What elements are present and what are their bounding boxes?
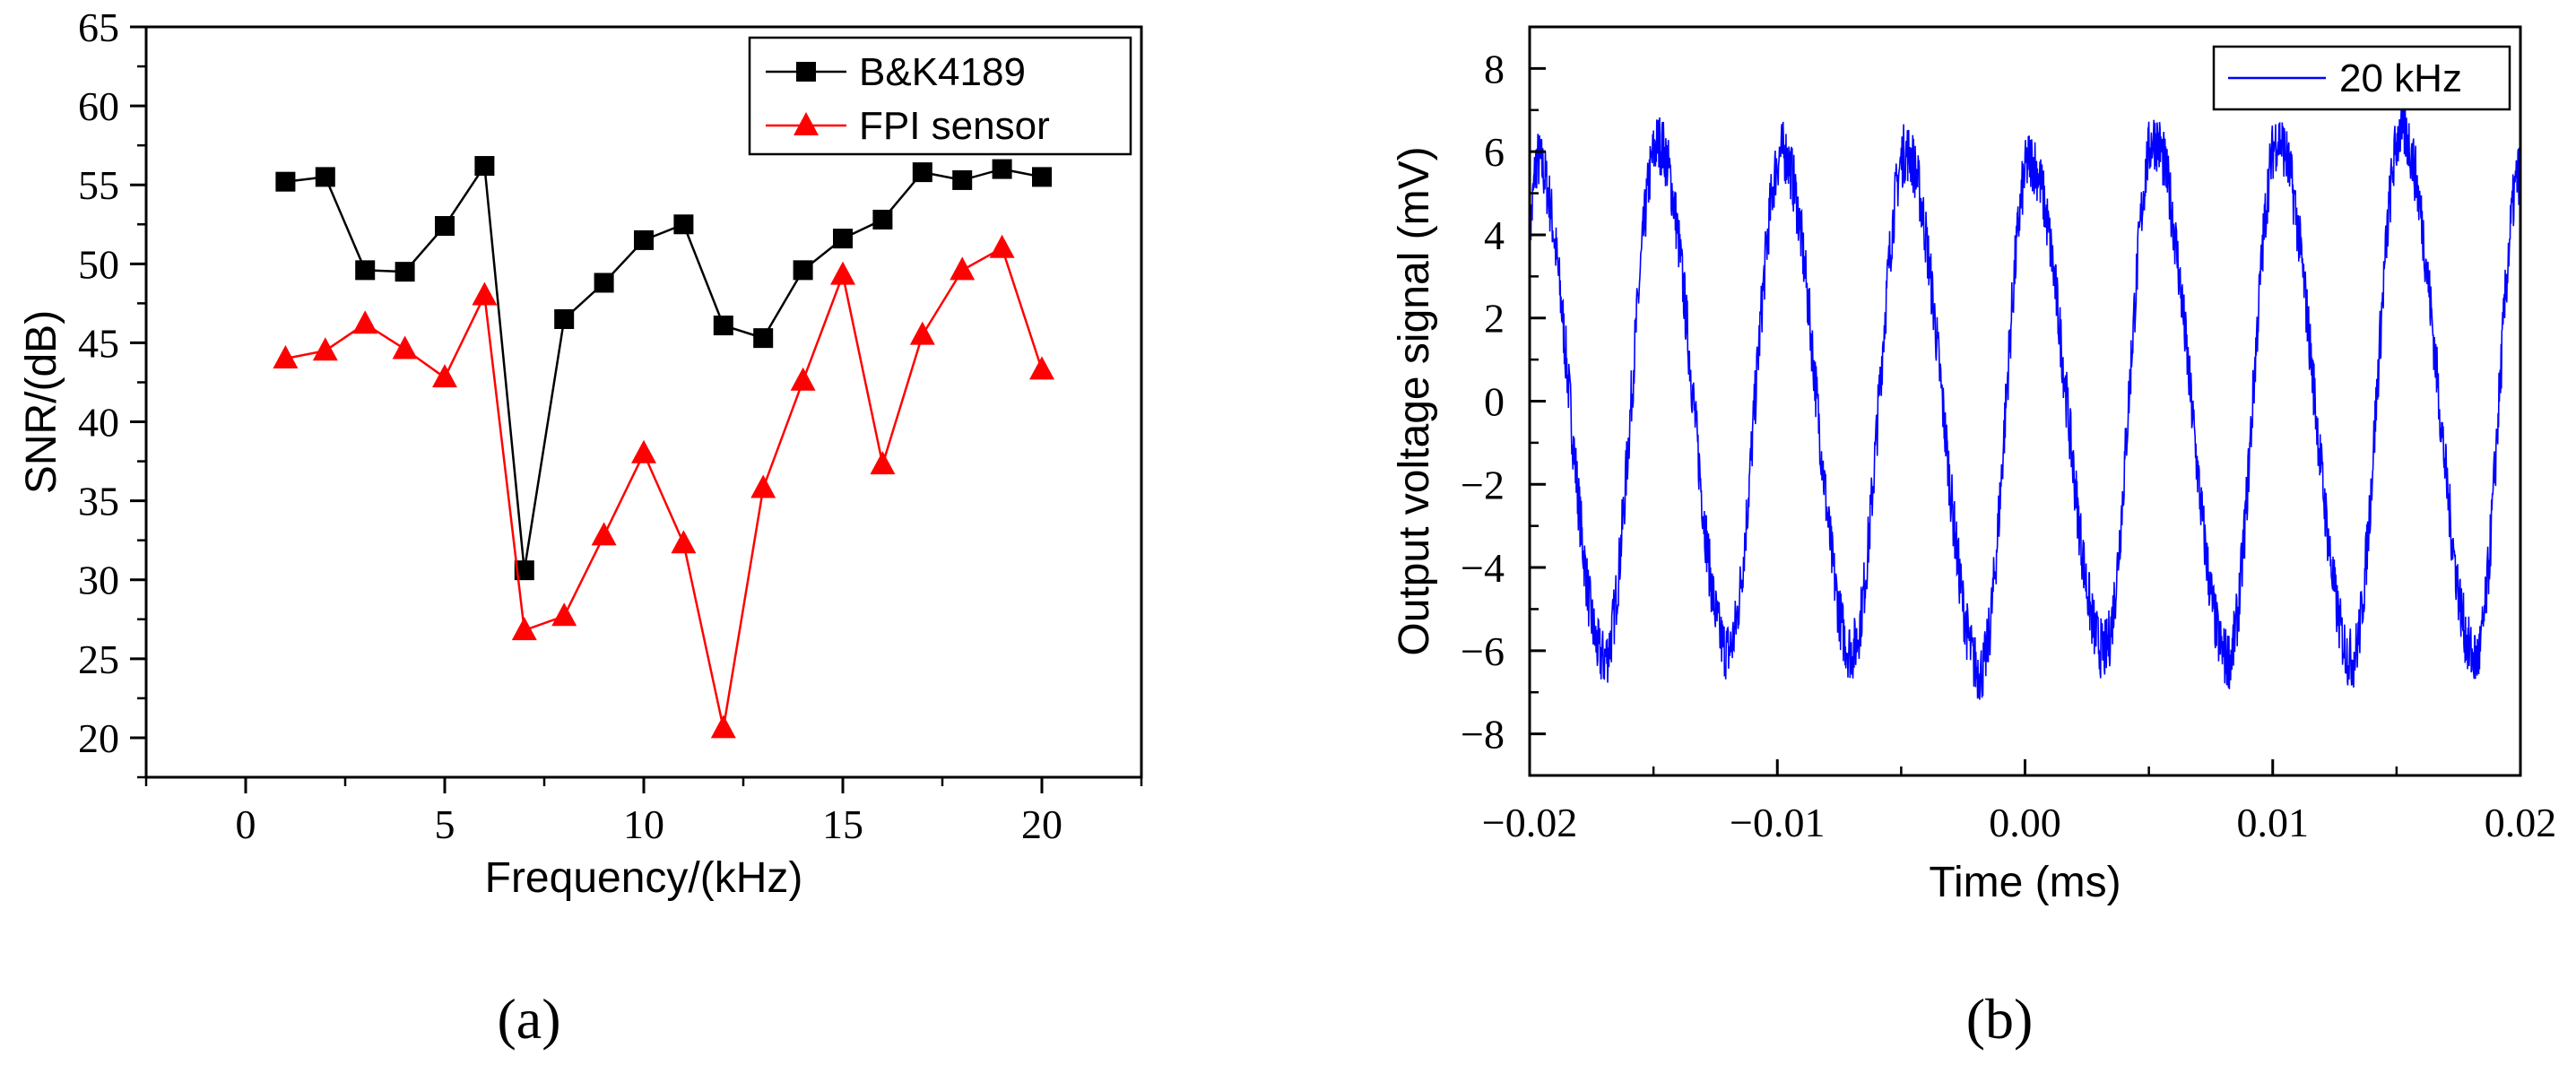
- panel-a-data-point: [710, 714, 736, 739]
- panel-a-legend-marker: [796, 62, 816, 82]
- panel-a-y-tick-label: 45: [78, 320, 119, 366]
- panel-a-legend-marker: [794, 112, 819, 135]
- panel-a-data-point: [594, 273, 614, 293]
- panel-a-data-point: [392, 335, 418, 359]
- panel-a-y-tick-label: 40: [78, 400, 119, 446]
- panel-b-legend-label: 20 kHz: [2339, 56, 2462, 100]
- panel-b-x-tick-label: 0.00: [1989, 800, 2061, 845]
- panel-a-data-point: [554, 308, 575, 329]
- panel-a-x-tick-label: 5: [435, 801, 455, 847]
- panel-a-data-point: [591, 522, 617, 546]
- panel-a-data-point: [631, 439, 656, 463]
- panel-a-caption: (a): [497, 987, 560, 1051]
- panel-a-data-point: [950, 256, 976, 281]
- panel-a-data-point: [909, 321, 935, 345]
- panel-a-data-point: [511, 617, 537, 641]
- panel-a-y-axis-label: SNR/(dB): [18, 310, 65, 494]
- panel-a-data-point: [830, 261, 855, 285]
- panel-a-data-point: [1029, 356, 1054, 380]
- panel-b-y-tick-label: −8: [1461, 712, 1505, 758]
- panel-a-data-point: [275, 171, 296, 192]
- panel-b-x-tick-label: 0.01: [2237, 800, 2310, 845]
- panel-b-legend: 20 kHz: [2212, 45, 2511, 111]
- panel-a-data-point: [472, 281, 498, 306]
- panel-a-legend: B&K4189 FPI sensor: [748, 36, 1132, 156]
- panel-a-data-point: [273, 345, 299, 369]
- panel-b-plot-frame: [1528, 25, 2522, 777]
- panel-a-data-point: [870, 451, 896, 475]
- panel-a-x-tick-label: 15: [822, 801, 863, 847]
- panel-a-data-point: [435, 216, 455, 237]
- panel-b-y-tick-label: −2: [1461, 462, 1505, 507]
- panel-a-data-point: [912, 162, 932, 183]
- panel-a-legend-label: B&K4189: [859, 50, 1026, 94]
- panel-a-x-tick-label: 0: [236, 801, 256, 847]
- panel-a-data-point: [355, 260, 376, 281]
- panel-a-series-line: [285, 246, 1044, 729]
- panel-a-y-tick-label: 55: [78, 162, 119, 208]
- panel-a-data-point: [713, 316, 733, 336]
- panel-a-y-tick-label: 50: [78, 241, 119, 287]
- panel-a-x-axis-label: Frequency/(kHz): [485, 854, 803, 902]
- panel-b-y-tick-label: −6: [1461, 628, 1505, 674]
- panel-a-data-point: [671, 530, 697, 554]
- panel-b-x-tick-label: 0.02: [2485, 800, 2557, 845]
- panel-a-data-point: [833, 229, 853, 249]
- panel-a-y-tick-label: 25: [78, 636, 119, 682]
- panel-a-data-point: [989, 234, 1015, 258]
- panel-a-series-line: [285, 162, 1043, 571]
- panel-a-data-point: [750, 474, 776, 498]
- panel-a-data-point: [634, 229, 654, 250]
- panel-a-data-point: [992, 159, 1012, 179]
- panel-a-y-tick-label: 30: [78, 558, 119, 603]
- panel-b-voltage-chart: −0.02 −0.01 0.00 0.01 0.02 −8 −6 −4 −2 0 2 4 6 8 Time…: [1391, 25, 2557, 906]
- panel-a-data-point: [352, 310, 378, 334]
- panel-a-data-point: [395, 262, 415, 282]
- panel-a-y-tick-label: 65: [78, 4, 119, 50]
- panel-a-y-tick-label: 20: [78, 715, 119, 761]
- panel-b-series-20khz-line: [1529, 100, 2521, 700]
- panel-a-data-point: [790, 367, 816, 391]
- panel-b-y-tick-label: 6: [1484, 129, 1505, 175]
- panel-b-y-tick-label: −4: [1461, 545, 1505, 591]
- panel-a-data-point: [872, 209, 893, 229]
- panel-a-y-tick-label: 35: [78, 479, 119, 524]
- panel-a-y-tick-label: 60: [78, 83, 119, 129]
- panel-a-x-tick-label: 20: [1021, 801, 1062, 847]
- panel-b-y-tick-label: 2: [1484, 296, 1505, 342]
- panel-a-data-point: [952, 169, 973, 190]
- panel-a-data-point: [514, 560, 534, 581]
- panel-a-series-fpi-sensor: [273, 234, 1054, 739]
- panel-a-series-bk4189: [275, 156, 1052, 581]
- panel-a-legend-label: FPI sensor: [859, 104, 1050, 148]
- panel-a-data-point: [315, 167, 335, 187]
- panel-a-data-point: [474, 156, 495, 177]
- panel-a-data-point: [312, 337, 338, 361]
- panel-b-y-tick-label: 0: [1484, 379, 1505, 425]
- panel-a-x-tick-label: 10: [623, 801, 664, 847]
- panel-b-x-tick-label: −0.02: [1482, 800, 1577, 845]
- panel-b-x-tick-label: −0.01: [1730, 800, 1825, 845]
- panel-a-snr-chart: 0 5 10 15 20 20 25 30 35 40 45 50 55 60 65 Frequency/(…: [18, 4, 1143, 902]
- panel-b-y-tick-label: 4: [1484, 212, 1505, 258]
- panel-a-data-point: [551, 602, 577, 627]
- panel-b-x-axis-label: Time (ms): [1929, 859, 2121, 906]
- panel-a-data-point: [432, 364, 457, 388]
- panel-a-data-point: [793, 260, 813, 281]
- panel-a-data-point: [1032, 167, 1052, 187]
- panel-a-data-point: [673, 214, 694, 235]
- panel-a-data-point: [753, 328, 774, 349]
- panel-b-caption: (b): [1966, 987, 2034, 1051]
- panel-b-y-tick-label: 8: [1484, 46, 1505, 91]
- panel-b-y-axis-label: Output voltage signal (mV): [1391, 146, 1438, 655]
